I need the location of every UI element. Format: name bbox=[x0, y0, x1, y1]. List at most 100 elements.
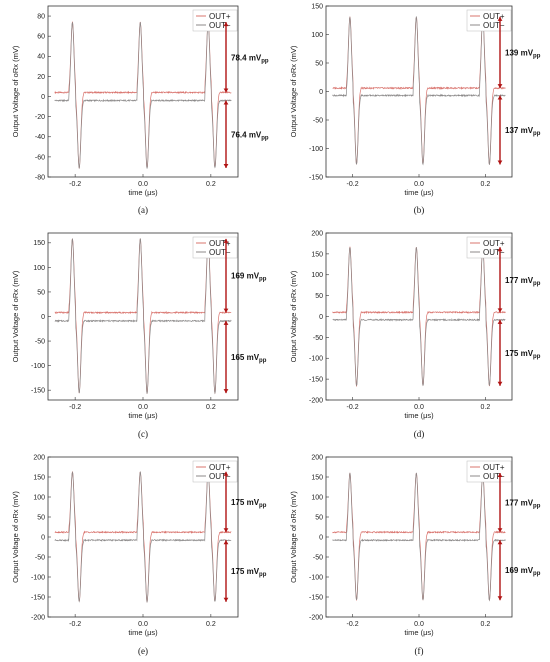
chart-panel-f: -200 -150 -100 -50 0 50 100 150 200 -0.2 0.0 0.2 tim… bbox=[289, 454, 541, 656]
y-tick-label: 100 bbox=[311, 32, 323, 39]
y-tick-label: 0 bbox=[319, 534, 323, 541]
arrow-head bbox=[497, 247, 503, 252]
arrow-head bbox=[223, 238, 229, 243]
y-tick-label: -200 bbox=[309, 614, 323, 621]
annotation-unit: mV bbox=[249, 53, 262, 62]
y-tick-label: -50 bbox=[313, 554, 323, 561]
annotation-subscript: pp bbox=[259, 503, 267, 509]
annotation-subscript: pp bbox=[533, 53, 541, 59]
annotation-value: 175 bbox=[505, 349, 519, 358]
legend-entry: OUT− bbox=[483, 472, 505, 481]
y-tick-label: 0 bbox=[319, 314, 323, 321]
annotation-value: 137 bbox=[505, 126, 519, 135]
y-tick-label: -100 bbox=[309, 146, 323, 153]
panel-caption: (f) bbox=[415, 646, 424, 656]
chart-panel-a: -80 -60 -40 -20 0 20 40 60 80 -0.2 0.0 0.2 time (μs)… bbox=[11, 5, 269, 215]
y-tick-label: 80 bbox=[37, 13, 45, 20]
annotation-unit: mV bbox=[521, 349, 534, 358]
arrow-head bbox=[497, 528, 503, 533]
arrow-head bbox=[223, 597, 229, 602]
y-tick-label: -50 bbox=[313, 335, 323, 342]
arrow-head bbox=[223, 22, 229, 27]
y-tick-label: 50 bbox=[315, 60, 323, 67]
y-tick-label: -50 bbox=[35, 554, 45, 561]
y-tick-label: -100 bbox=[31, 574, 45, 581]
legend-entry: OUT− bbox=[209, 248, 231, 257]
amplitude-annotation: 169 mVpp bbox=[505, 566, 541, 577]
x-tick-label: 0.2 bbox=[481, 621, 491, 628]
y-axis-label: Output Voltage of oRx (mV) bbox=[11, 45, 20, 137]
y-tick-label: -150 bbox=[31, 388, 45, 395]
legend-entry: OUT+ bbox=[209, 463, 231, 472]
annotation-value: 175 bbox=[231, 498, 245, 507]
y-tick-label: 50 bbox=[37, 289, 45, 296]
amplitude-annotation: 137 mVpp bbox=[505, 126, 541, 137]
x-axis-label: time (μs) bbox=[404, 188, 434, 197]
arrow-head bbox=[497, 319, 503, 324]
annotation-subscript: pp bbox=[259, 572, 267, 578]
x-tick-label: 0.0 bbox=[414, 404, 424, 411]
amplitude-annotation: 169 mVpp bbox=[231, 272, 267, 283]
annotation-unit: mV bbox=[247, 272, 260, 281]
y-tick-label: -200 bbox=[31, 614, 45, 621]
arrow-head bbox=[223, 540, 229, 545]
x-tick-label: -0.2 bbox=[69, 404, 81, 411]
legend-entry: OUT− bbox=[483, 248, 505, 257]
y-tick-label: 200 bbox=[33, 454, 45, 461]
y-tick-label: 100 bbox=[311, 494, 323, 501]
amplitude-annotation: 175 mVpp bbox=[505, 349, 541, 360]
x-tick-label: 0.2 bbox=[206, 181, 216, 188]
chart-panel-b: -150 -100 -50 0 50 100 150 -0.2 0.0 0.2 time (μs) O… bbox=[289, 3, 541, 215]
annotation-unit: mV bbox=[247, 567, 260, 576]
arrow-head bbox=[223, 163, 229, 168]
amplitude-annotation: 177 mVpp bbox=[505, 276, 541, 287]
x-tick-label: 0.0 bbox=[414, 621, 424, 628]
annotation-unit: mV bbox=[521, 126, 534, 135]
annotation-unit: mV bbox=[521, 499, 534, 508]
annotation-value: 175 bbox=[231, 567, 245, 576]
y-tick-label: -50 bbox=[35, 338, 45, 345]
annotation-subscript: pp bbox=[259, 358, 267, 364]
y-tick-label: 0 bbox=[41, 314, 45, 321]
y-tick-label: 200 bbox=[311, 230, 323, 237]
legend-entry: OUT+ bbox=[483, 239, 505, 248]
y-axis-label: Output Voltage of oRx (mV) bbox=[11, 491, 20, 583]
y-tick-label: 100 bbox=[311, 272, 323, 279]
y-tick-label: -100 bbox=[31, 363, 45, 370]
y-tick-label: -150 bbox=[309, 594, 323, 601]
panel-caption: (b) bbox=[414, 205, 425, 215]
y-tick-label: 150 bbox=[33, 240, 45, 247]
legend-entry: OUT+ bbox=[209, 12, 231, 21]
amplitude-annotation: 177 mVpp bbox=[505, 499, 541, 510]
annotation-subscript: pp bbox=[533, 504, 541, 510]
panel-caption: (e) bbox=[138, 646, 148, 656]
arrow-head bbox=[497, 596, 503, 601]
y-tick-label: -150 bbox=[309, 174, 323, 181]
series-line-out-minus bbox=[332, 246, 506, 387]
x-axis-label: time (μs) bbox=[128, 628, 158, 637]
series-line-out-minus bbox=[54, 22, 232, 170]
y-axis-label: Output Voltage of oRx (mV) bbox=[289, 491, 298, 583]
x-tick-label: 0.2 bbox=[481, 404, 491, 411]
y-tick-label: -50 bbox=[313, 117, 323, 124]
y-tick-label: 0 bbox=[319, 89, 323, 96]
annotation-value: 165 bbox=[231, 353, 245, 362]
annotation-value: 169 bbox=[231, 272, 245, 281]
y-tick-label: -40 bbox=[35, 134, 45, 141]
legend-entry: OUT− bbox=[483, 21, 505, 30]
x-tick-label: -0.2 bbox=[69, 181, 81, 188]
annotation-unit: mV bbox=[249, 130, 262, 139]
amplitude-annotation: 76.4 mVpp bbox=[231, 130, 269, 141]
x-axis-label: time (μs) bbox=[128, 188, 158, 197]
y-tick-label: -150 bbox=[31, 594, 45, 601]
arrow-head bbox=[497, 160, 503, 165]
panel-caption: (d) bbox=[414, 429, 425, 439]
y-tick-label: 200 bbox=[311, 454, 323, 461]
chart-panel-e: -200 -150 -100 -50 0 50 100 150 200 -0.2 0.0 0.2 tim… bbox=[11, 454, 267, 656]
annotation-subscript: pp bbox=[261, 58, 269, 64]
plot-frame bbox=[47, 5, 239, 178]
y-tick-label: 50 bbox=[315, 514, 323, 521]
annotation-subscript: pp bbox=[533, 131, 541, 137]
y-tick-label: 0 bbox=[41, 534, 45, 541]
arrow-head bbox=[497, 84, 503, 89]
